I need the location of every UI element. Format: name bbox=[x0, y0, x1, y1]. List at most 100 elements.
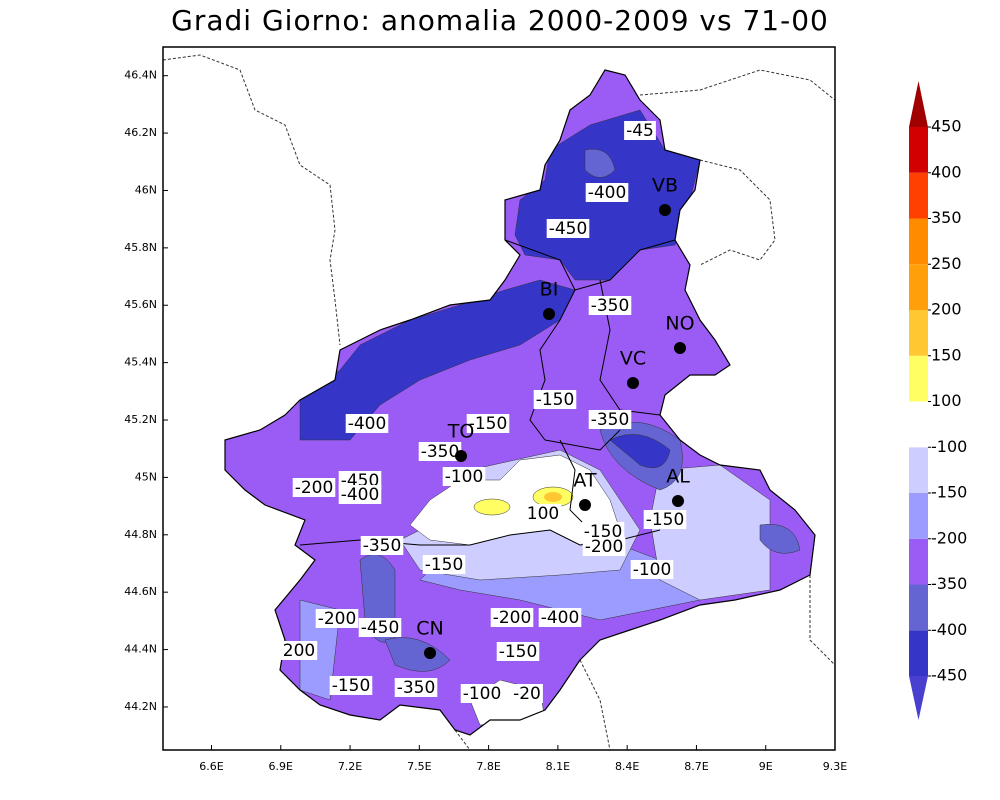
contour-label-bg bbox=[422, 555, 466, 574]
contour-label-bg bbox=[581, 522, 625, 541]
contour-label: -350 bbox=[588, 410, 632, 430]
contour-label-bg bbox=[280, 641, 318, 660]
x-tick-label: 8.1E bbox=[546, 760, 570, 773]
contour-label-bg bbox=[496, 642, 540, 661]
contour-label-bg bbox=[418, 442, 462, 461]
contour-label-text: -400 bbox=[588, 183, 627, 203]
contour-label-text: -150 bbox=[536, 390, 575, 410]
contour-label-bg bbox=[538, 608, 582, 627]
y-tick-label: 45.8N bbox=[124, 241, 157, 254]
city-label: VC bbox=[620, 348, 646, 370]
x-tick-label: 6.9E bbox=[269, 760, 293, 773]
contour-label-text: -100 bbox=[463, 684, 502, 704]
contour-label: -350 bbox=[360, 536, 404, 556]
y-tick-label: 45.2N bbox=[124, 413, 157, 426]
contour-band bbox=[759, 524, 801, 554]
contour-label-text: -200 bbox=[585, 537, 624, 557]
contour-label: -100 bbox=[630, 560, 674, 580]
contour-label-text: -400 bbox=[541, 608, 580, 628]
contour-label-text: -150 bbox=[469, 414, 508, 434]
colorbar-label: -450 bbox=[931, 666, 967, 685]
colorbar-band bbox=[909, 127, 928, 173]
city-dot bbox=[672, 495, 684, 507]
colorbar-label: -400 bbox=[931, 620, 967, 639]
contour-band bbox=[544, 492, 562, 502]
colorbar-label: 100 bbox=[931, 391, 962, 410]
colorbar-band bbox=[909, 493, 928, 539]
y-tick-label: 46N bbox=[135, 183, 157, 196]
contour-label-text: -150 bbox=[332, 676, 371, 696]
x-tick-label: 9.3E bbox=[823, 760, 847, 773]
contour-label-text: -350 bbox=[397, 678, 436, 698]
contour-label-text: -400 bbox=[341, 485, 380, 505]
contour-label-bg bbox=[630, 560, 674, 579]
colorbar-band bbox=[909, 584, 928, 631]
y-tick-label: 45N bbox=[135, 470, 157, 483]
city-label: NO bbox=[665, 313, 694, 335]
contour-label-bg bbox=[338, 485, 382, 504]
colorbar-band bbox=[909, 355, 928, 402]
contour-label-text: -150 bbox=[646, 510, 685, 530]
contour-label: 100 bbox=[524, 504, 562, 524]
contour-label-bg bbox=[292, 478, 336, 497]
city-label: AT bbox=[573, 470, 597, 492]
field bbox=[225, 70, 815, 735]
contour-label: -350 bbox=[588, 296, 632, 316]
colorbar-band bbox=[909, 401, 928, 448]
x-tick-label: 7.8E bbox=[476, 760, 500, 773]
contour-label-text: -350 bbox=[363, 536, 402, 556]
city-dot bbox=[659, 204, 671, 216]
contour-label-text: -200 bbox=[295, 478, 334, 498]
colorbar-label: -350 bbox=[931, 574, 967, 593]
contour-label-text: -100 bbox=[633, 560, 672, 580]
contour-label-bg bbox=[585, 183, 629, 202]
colorbar-high bbox=[909, 81, 928, 127]
contour-label-bg bbox=[394, 678, 438, 697]
contour-label-text: 200 bbox=[283, 641, 315, 661]
contour-label-text: -350 bbox=[591, 296, 630, 316]
colorbar-low bbox=[909, 676, 928, 720]
colorbar-band bbox=[909, 264, 928, 310]
contour-label-bg bbox=[315, 609, 359, 628]
contour-label-bg bbox=[546, 219, 590, 238]
colorbar-band bbox=[909, 310, 928, 356]
contour-label-bg bbox=[511, 684, 543, 703]
colorbar-label: 200 bbox=[931, 300, 962, 319]
y-tick-label: 46.2N bbox=[124, 126, 157, 139]
y-tick-label: 44.8N bbox=[124, 528, 157, 541]
city-label: TO bbox=[447, 421, 475, 443]
contour-label: -350 bbox=[418, 442, 462, 462]
region-outline bbox=[224, 69, 816, 736]
y-tick-label: 45.6N bbox=[124, 298, 157, 311]
contour-label-bg bbox=[533, 390, 577, 409]
contour-label-text: -100 bbox=[445, 467, 484, 487]
contour-label-bg bbox=[329, 676, 373, 695]
contour-label: -20 bbox=[511, 684, 543, 704]
y-tick-label: 46.4N bbox=[124, 69, 157, 82]
contour-label: -150 bbox=[422, 555, 466, 575]
contour-band bbox=[609, 434, 671, 469]
contour-label: -150 bbox=[329, 676, 373, 696]
province-border bbox=[299, 239, 676, 546]
contour-label: -200 bbox=[582, 537, 626, 557]
contour-label: -450 bbox=[546, 219, 590, 239]
contour-label-text: -350 bbox=[421, 442, 460, 462]
contour-band bbox=[384, 637, 451, 672]
city-dot bbox=[674, 342, 686, 354]
contour-band bbox=[299, 279, 576, 441]
contour-label-text: -150 bbox=[499, 642, 538, 662]
contour-label-text: -450 bbox=[549, 219, 588, 239]
contour-label-bg bbox=[524, 504, 562, 523]
city-label: AL bbox=[666, 466, 690, 488]
contour-label-text: -200 bbox=[318, 609, 357, 629]
contour-label-bg bbox=[466, 414, 510, 433]
contour-label: 200 bbox=[280, 641, 318, 661]
contour-band bbox=[473, 498, 511, 516]
contour-label: -150 bbox=[533, 390, 577, 410]
colorbar-band bbox=[909, 630, 928, 676]
city-dot bbox=[627, 377, 639, 389]
contour-label-bg bbox=[360, 536, 404, 555]
contour-label-text: -450 bbox=[361, 618, 400, 638]
colorbar-label: 350 bbox=[931, 208, 962, 227]
contour-band bbox=[584, 148, 616, 178]
